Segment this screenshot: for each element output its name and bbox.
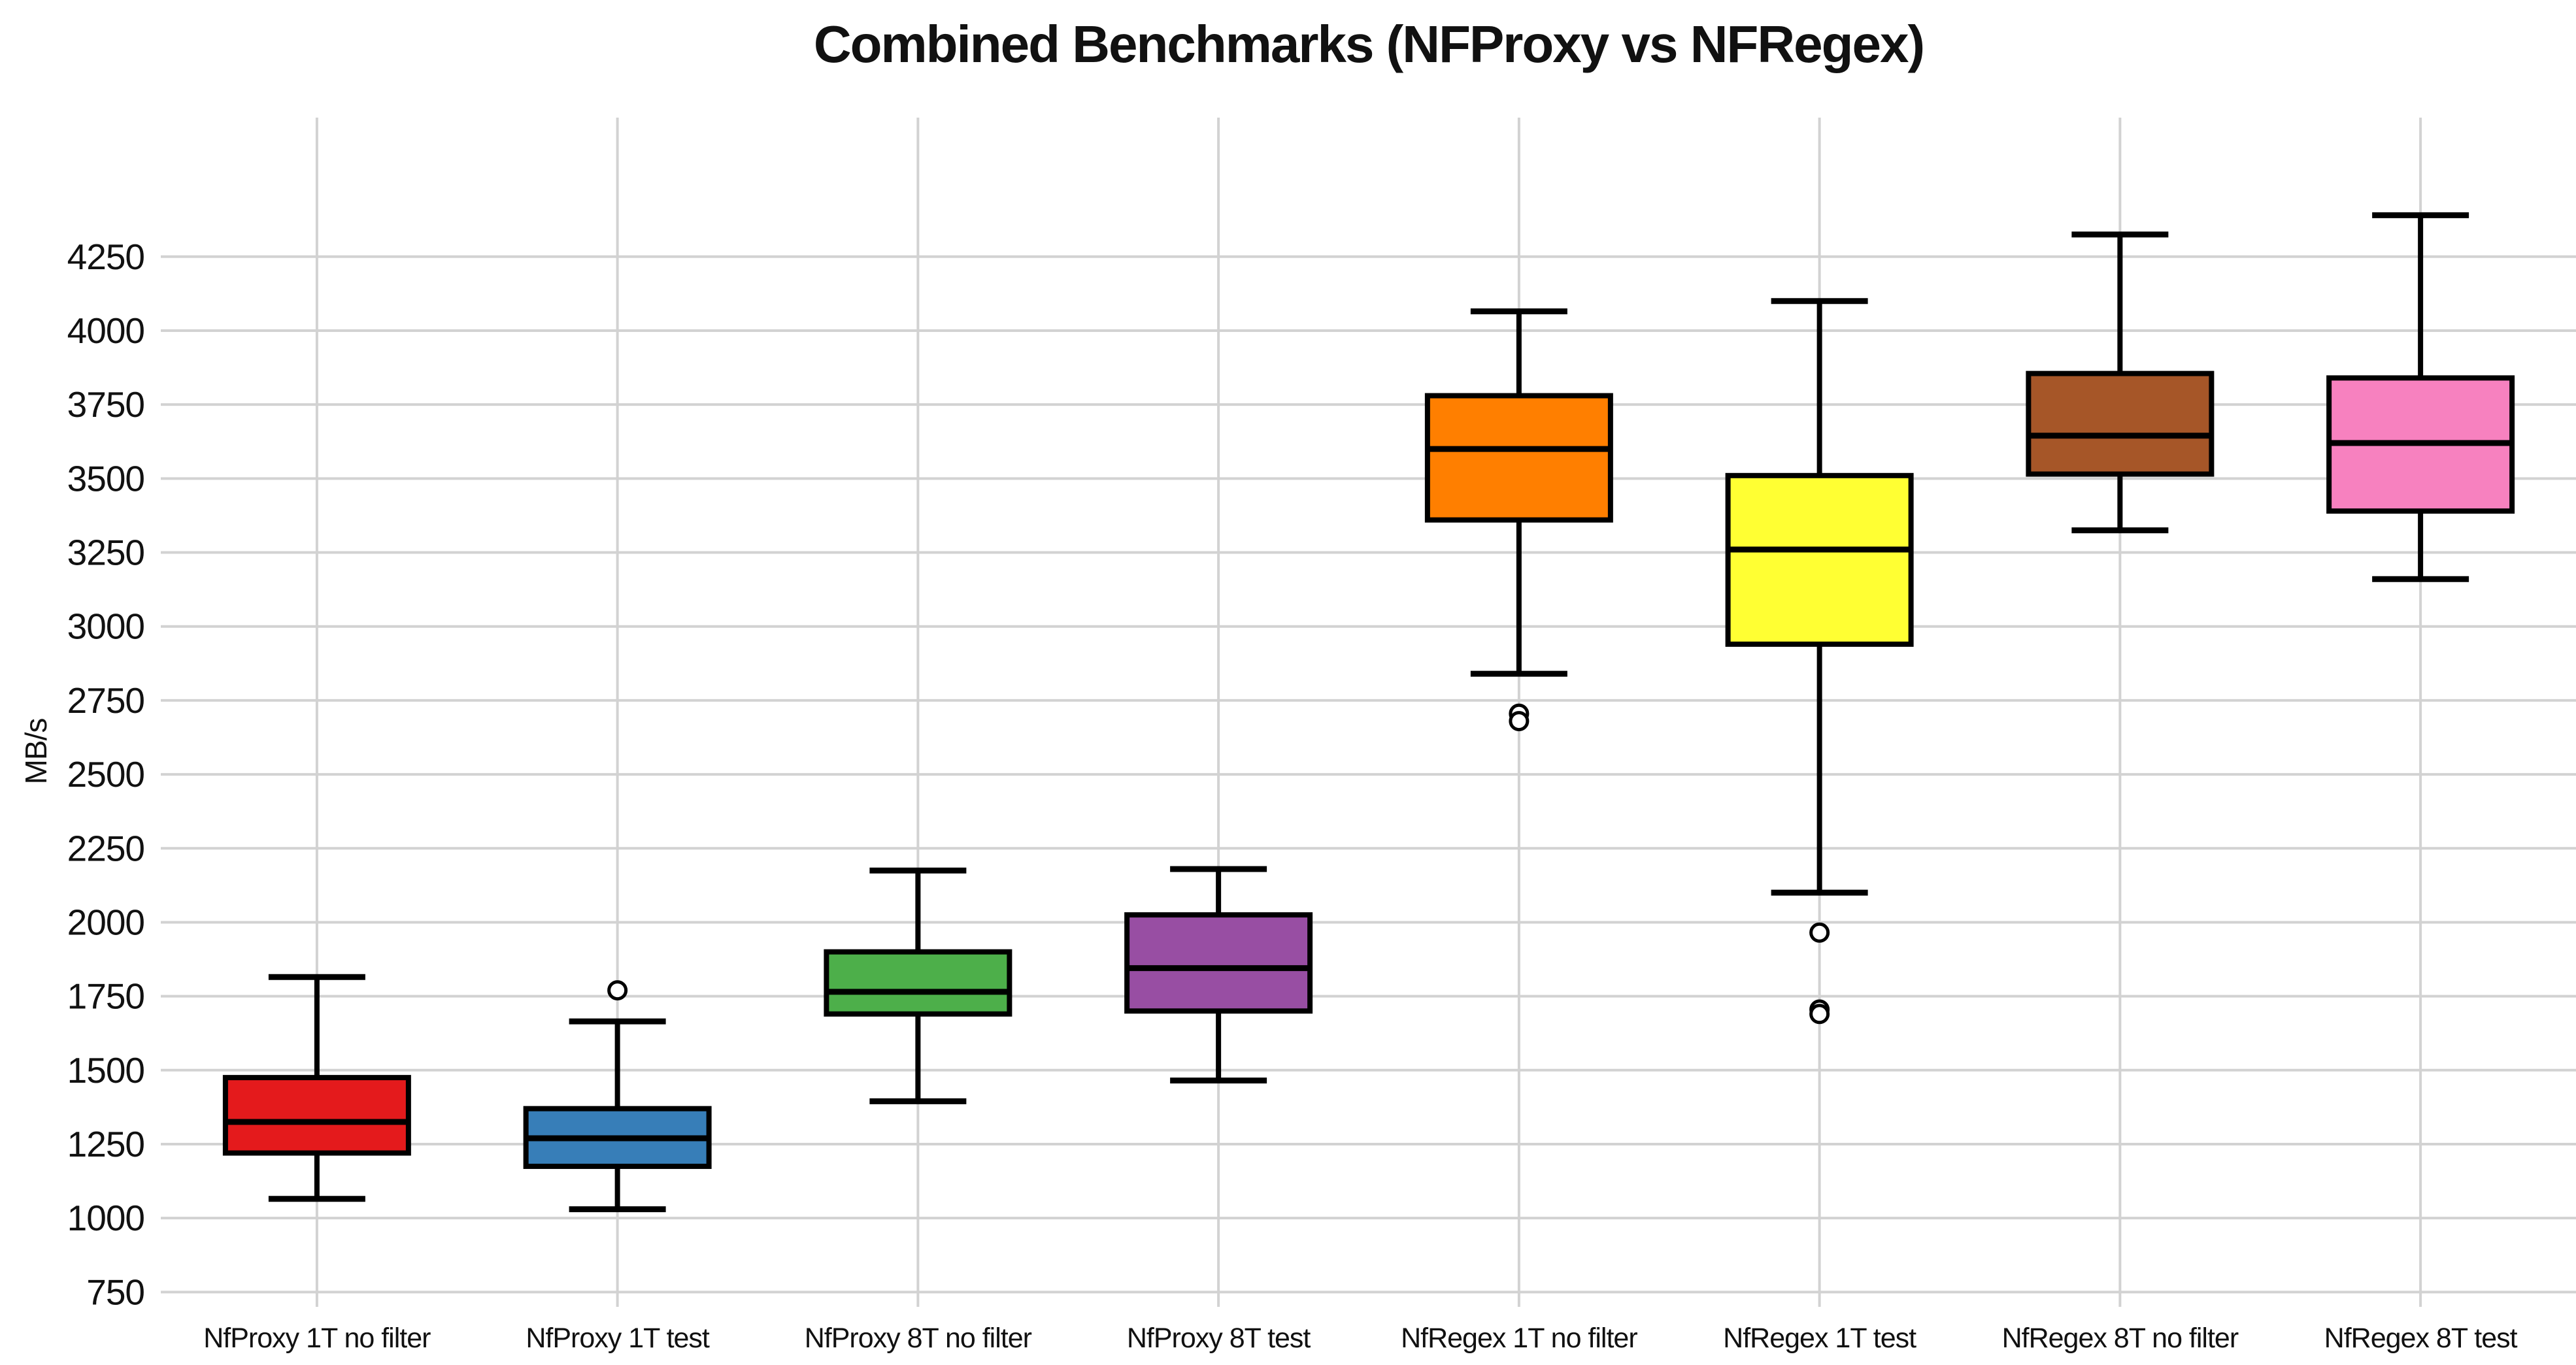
chart-title: Combined Benchmarks (NFProxy vs NFRegex): [813, 15, 1925, 73]
y-tick-label: 2000: [67, 902, 144, 942]
y-tick-label: 4250: [67, 237, 144, 277]
x-tick-label: NfProxy 8T no filter: [805, 1323, 1032, 1354]
iqr-box: [1124, 912, 1313, 1014]
box-nfregex-1t-no-filter: [1424, 308, 1613, 732]
y-tick-label: 4000: [67, 310, 144, 351]
x-tick-label: NfRegex 1T test: [1723, 1323, 1916, 1354]
y-tick-label: 1500: [67, 1050, 144, 1091]
outlier-point: [1509, 711, 1530, 732]
iqr-box: [222, 1075, 411, 1156]
y-tick-label: 1250: [67, 1124, 144, 1164]
y-tick-label: 1000: [67, 1198, 144, 1238]
x-tick-label: NfRegex 1T no filter: [1401, 1323, 1637, 1354]
box-nfproxy-1t-no-filter: [222, 974, 411, 1202]
iqr-box: [2026, 370, 2215, 477]
outlier-point: [607, 980, 628, 1001]
box-nfproxy-8t-test: [1124, 866, 1313, 1084]
outlier-point: [1809, 922, 1830, 943]
y-tick-label: 3000: [67, 606, 144, 647]
outlier-point: [1809, 1004, 1830, 1025]
iqr-box: [1725, 472, 1914, 647]
box-nfproxy-1t-test: [523, 980, 712, 1213]
box-nfregex-1t-test: [1725, 298, 1914, 1025]
x-tick-label: NfRegex 8T no filter: [2002, 1323, 2239, 1354]
box-nfregex-8t-no-filter: [2026, 231, 2215, 534]
box-nfregex-8t-test: [2326, 212, 2515, 582]
y-tick-label: 3500: [67, 458, 144, 499]
y-tick-label: 2750: [67, 680, 144, 721]
y-tick-label: 3750: [67, 384, 144, 425]
x-tick-label: NfProxy 1T test: [526, 1323, 710, 1354]
x-tick-label: NfProxy 8T test: [1127, 1323, 1311, 1354]
x-tick-label: NfProxy 1T no filter: [203, 1323, 431, 1354]
box-nfproxy-8t-no-filter: [824, 867, 1012, 1104]
y-tick-label: 2250: [67, 828, 144, 868]
y-tick-label: 2500: [67, 754, 144, 795]
y-tick-label: 3250: [67, 533, 144, 573]
x-tick-label: NfRegex 8T test: [2324, 1323, 2518, 1354]
iqr-box: [824, 949, 1012, 1017]
iqr-box: [1424, 393, 1613, 523]
y-tick-label: 750: [86, 1272, 144, 1312]
y-tick-label: 1750: [67, 976, 144, 1017]
